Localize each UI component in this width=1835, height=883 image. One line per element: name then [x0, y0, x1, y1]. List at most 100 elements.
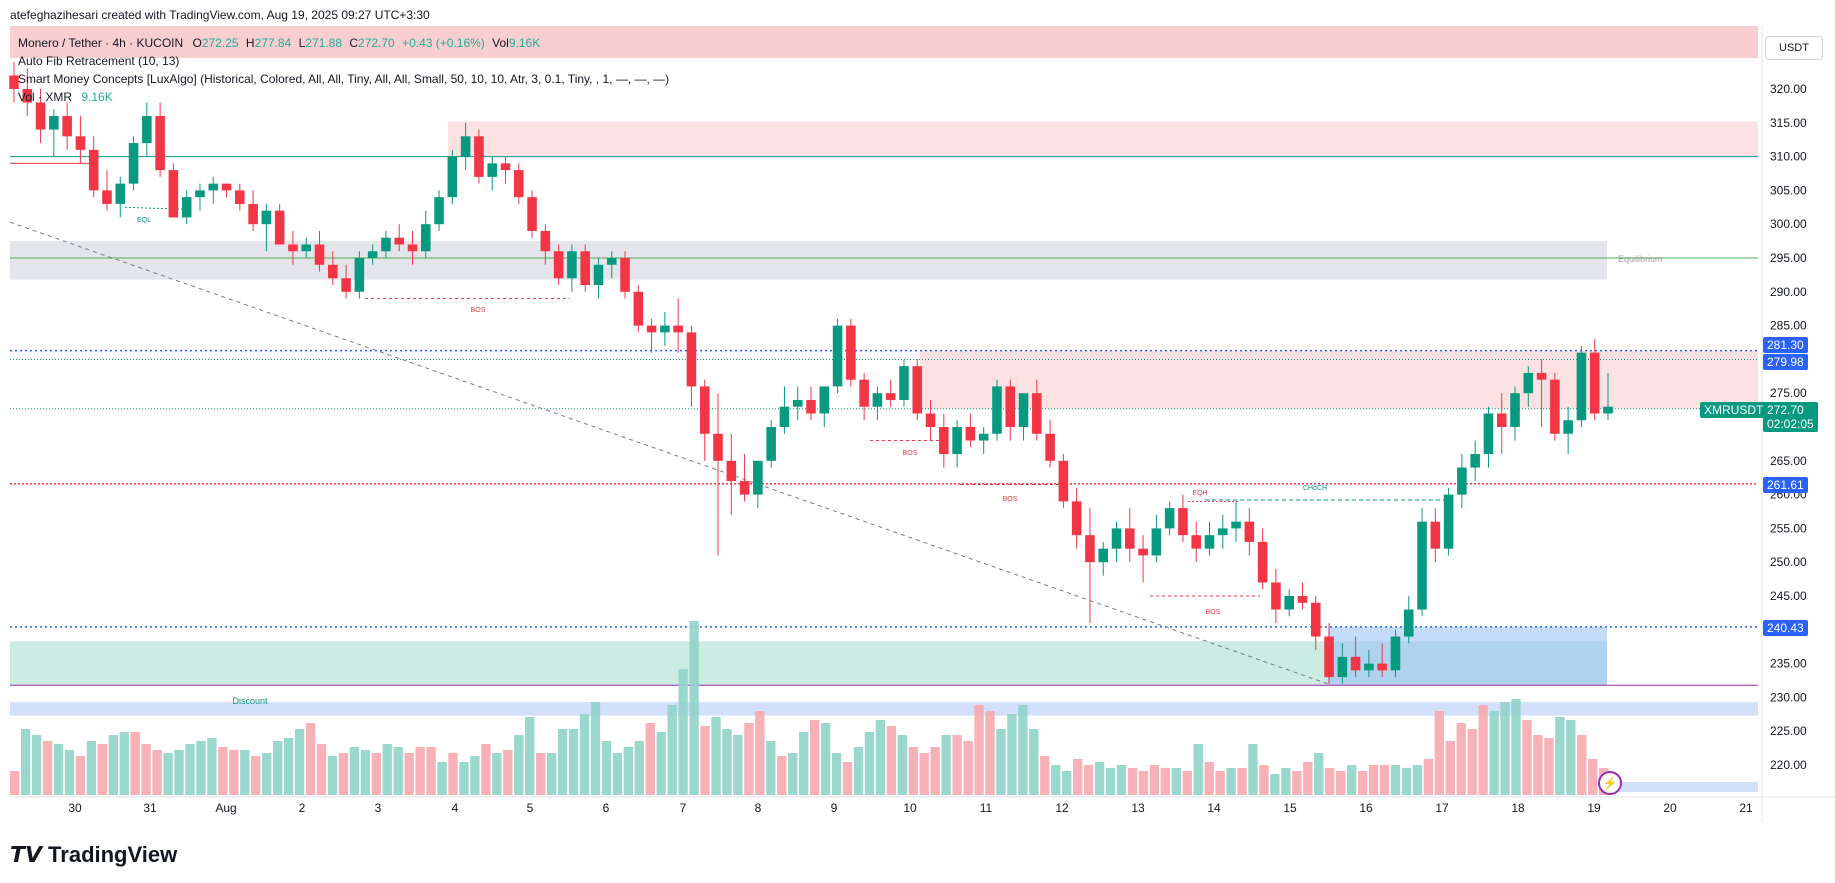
- candle-body: [1218, 528, 1228, 536]
- date-tick: 7: [680, 801, 687, 815]
- volume-bar: [1467, 729, 1477, 795]
- bos-label-1: BOS: [471, 307, 486, 314]
- volume-bar: [327, 756, 338, 795]
- candle-body: [1550, 379, 1560, 434]
- volume-bar: [174, 750, 184, 795]
- candle-body: [1470, 454, 1480, 468]
- indicator-fib[interactable]: Auto Fib Retracement (10, 13): [18, 54, 180, 68]
- volume-bar: [97, 744, 107, 795]
- volume-bar: [711, 717, 721, 795]
- candle-body: [553, 251, 564, 279]
- volume-bar: [546, 753, 557, 795]
- candle-body: [660, 325, 670, 333]
- bos-label-4: BOS: [1206, 609, 1221, 616]
- candle-body: [832, 325, 843, 387]
- price-tick: 315.00: [1770, 116, 1807, 130]
- volume-bar: [733, 735, 743, 795]
- candle-body: [88, 149, 99, 191]
- volume-bar: [678, 669, 688, 795]
- candle-body: [992, 386, 1002, 434]
- volume-bar: [656, 732, 666, 795]
- candle-body: [527, 197, 537, 231]
- volume-bar: [952, 735, 962, 795]
- lightning-icon[interactable]: ⚡: [1598, 771, 1622, 795]
- tradingview-logo[interactable]: 𝙏𝙑 TradingView: [10, 842, 177, 868]
- volume-bar: [1248, 744, 1258, 795]
- price-tag-279: 279.98: [1763, 354, 1808, 370]
- volume-bar: [1314, 753, 1324, 795]
- volume-bar: [1434, 711, 1444, 795]
- vol-label: Vol: [492, 36, 509, 50]
- volume-bar: [1237, 768, 1247, 795]
- volume-bar: [1226, 768, 1236, 795]
- low-value: 271.88: [305, 36, 343, 50]
- volume-bar: [283, 738, 294, 795]
- high-value: 277.84: [254, 36, 292, 50]
- volume-bar: [568, 729, 579, 795]
- premium-zone-top: [10, 26, 1758, 58]
- volume-bar: [1007, 714, 1017, 795]
- candle-body: [779, 406, 790, 427]
- candle-body: [766, 427, 776, 461]
- volume-bar: [755, 711, 765, 795]
- supply-zone-lower: [920, 350, 1758, 409]
- volume-bar: [810, 720, 820, 795]
- volume-bar: [799, 732, 809, 795]
- close-value: 272.70: [358, 36, 395, 50]
- volume-bar: [1138, 771, 1149, 795]
- volume-bar: [1533, 735, 1543, 795]
- date-tick: 15: [1283, 801, 1297, 815]
- author-line: atefeghazihesari created with TradingVie…: [10, 8, 430, 22]
- indicator-smc[interactable]: Smart Money Concepts [LuxAlgo] (Historic…: [18, 72, 670, 86]
- candle-body: [713, 433, 723, 461]
- candle-body: [1589, 352, 1600, 414]
- candle-body: [686, 332, 697, 387]
- volume-bar: [1259, 765, 1269, 795]
- currency-button[interactable]: USDT: [1765, 36, 1823, 60]
- volume-bar: [985, 711, 995, 795]
- volume-bar: [974, 705, 984, 795]
- symbol-title[interactable]: Monero / Tether · 4h · KUCOIN: [18, 36, 184, 50]
- candle-body: [792, 399, 803, 407]
- volume-bar: [240, 750, 250, 795]
- candle-body: [487, 163, 497, 177]
- date-tick: 6: [603, 801, 610, 815]
- volume-bar: [1171, 768, 1181, 795]
- volume-bar: [207, 738, 217, 795]
- candle-body: [421, 224, 431, 252]
- date-tick: 14: [1207, 801, 1221, 815]
- eql-line: [124, 206, 189, 210]
- volume-bar: [864, 732, 875, 795]
- volume-bar: [470, 756, 480, 795]
- volume-bar: [64, 750, 75, 795]
- date-tick: 2: [299, 801, 306, 815]
- equilibrium-zone: [10, 241, 1607, 280]
- volume-bar: [1062, 771, 1072, 795]
- volume-bar: [1040, 756, 1050, 795]
- date-tick: 5: [527, 801, 534, 815]
- volume-bar: [503, 750, 513, 795]
- volume-bar: [42, 741, 53, 795]
- candle-body: [1563, 420, 1573, 434]
- price-tick: 255.00: [1770, 521, 1807, 535]
- candle-body: [1045, 433, 1055, 461]
- discount-label: Discount: [232, 696, 268, 706]
- indicator-volume[interactable]: Vol · XMR 9.16K: [18, 88, 669, 106]
- candle-body: [1496, 413, 1507, 427]
- candle-body: [1005, 386, 1016, 427]
- volume-bar: [1215, 771, 1225, 795]
- volume-bar: [930, 747, 940, 795]
- volume-bar: [579, 714, 590, 795]
- high-label: H: [245, 36, 255, 50]
- candle-body: [1178, 508, 1188, 536]
- volume-bar: [1500, 702, 1510, 795]
- candle-body: [49, 116, 59, 130]
- volume-bar: [667, 705, 677, 795]
- date-tick: 17: [1435, 801, 1449, 815]
- volume-bar: [152, 750, 162, 795]
- candle-body: [1310, 602, 1321, 637]
- candle-body: [1125, 528, 1135, 549]
- volume-bar: [1029, 729, 1039, 795]
- candle-body: [460, 136, 471, 157]
